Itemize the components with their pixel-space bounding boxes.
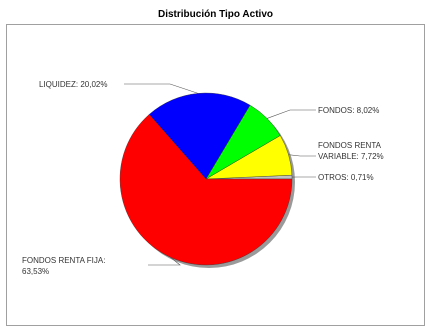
label-fondos-renta-fija-1: FONDOS RENTA FIJA: [22, 256, 105, 265]
chart-title: Distribución Tipo Activo [157, 9, 273, 20]
leader-line-fondos-renta-variable [288, 154, 316, 157]
pie-slice-liquidez [148, 92, 251, 180]
leader-line-fondos-renta-fija [148, 257, 181, 266]
leader-line-fondos [266, 109, 316, 119]
pie-slice-fondos-renta-fija [119, 114, 293, 266]
label-fondos: FONDOS: 8,02% [318, 106, 379, 115]
leader-lines [124, 83, 316, 266]
label-fondos-renta-variable-2: VARIABLE: 7,72% [318, 152, 384, 161]
label-fondos-renta-variable-1: FONDOS RENTA [318, 141, 382, 150]
leader-line-liquidez [124, 83, 199, 94]
label-otros: OTROS: 0,71% [318, 173, 374, 182]
label-fondos-renta-fija-2: 63,53% [22, 267, 49, 276]
pie-slices [119, 92, 293, 266]
label-liquidez: LIQUIDEZ: 20,02% [39, 80, 107, 89]
